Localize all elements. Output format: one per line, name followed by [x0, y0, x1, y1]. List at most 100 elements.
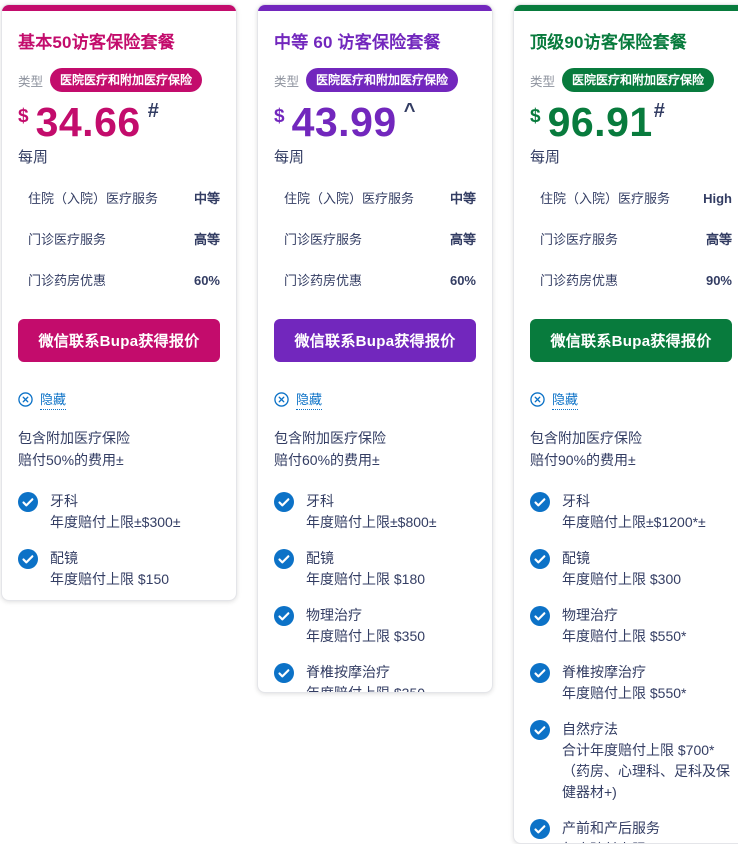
feature-row: 住院（入院）医疗服务 中等 [18, 177, 220, 218]
extras-intro-line1: 包含附加医疗保险 [530, 429, 642, 446]
benefit-detail: 年度赔付上限±$800± [306, 513, 437, 530]
type-label: 类型 [18, 74, 44, 89]
extras-intro-line1: 包含附加医疗保险 [18, 429, 130, 446]
benefit-title: 物理治疗 [562, 606, 618, 623]
wechat-quote-button[interactable]: 微信联系Bupa获得报价 [274, 318, 476, 362]
feature-row: 门诊药房优惠 60% [274, 259, 476, 300]
benefit-detail: 年度赔付上限 $180 [306, 570, 426, 587]
card-body: 中等 60 访客保险套餐 类型 医院医疗和附加医疗保险 $ 43.99 ^ 每周… [258, 11, 492, 693]
check-circle-icon [18, 491, 38, 512]
benefit-title: 自然疗法 [562, 720, 618, 737]
feature-label: 住院（入院）医疗服务 [284, 190, 415, 206]
card-body: 顶级90访客保险套餐 类型 医院医疗和附加医疗保险 $ 96.91 # 每周 住… [514, 11, 738, 843]
price: $ 43.99 ^ [274, 100, 476, 142]
extras-intro-line1: 包含附加医疗保险 [274, 429, 386, 446]
check-circle-icon [274, 662, 294, 683]
extras-intro-line2: 赔付60%的费用± [274, 452, 380, 469]
benefit-item: 脊椎按摩治疗 年度赔付上限 $350 [274, 662, 476, 693]
feature-value: 60% [449, 272, 476, 288]
circle-x-icon [274, 392, 289, 407]
currency-symbol: $ [530, 106, 541, 127]
price-amount: 96.91 [547, 99, 653, 145]
benefit-detail: 年度赔付上限 $350 [306, 684, 426, 693]
hide-details-toggle[interactable]: 隐藏 [18, 389, 67, 410]
benefit-title: 脊椎按摩治疗 [562, 663, 646, 680]
plan-card-mid-60: 中等 60 访客保险套餐 类型 医院医疗和附加医疗保险 $ 43.99 ^ 每周… [257, 4, 493, 693]
benefit-detail: 年度赔付上限±$300± [50, 513, 181, 530]
feature-value: High [703, 190, 732, 206]
feature-value: 60% [193, 272, 220, 288]
plan-type-row: 类型 医院医疗和附加医疗保险 [274, 68, 476, 92]
feature-row: 门诊医疗服务 高等 [18, 218, 220, 259]
check-circle-icon [530, 719, 550, 740]
type-label: 类型 [530, 74, 556, 89]
circle-x-icon [530, 392, 545, 407]
hide-details-toggle[interactable]: 隐藏 [274, 389, 323, 410]
benefit-item: 脊椎按摩治疗 年度赔付上限 $550* [530, 662, 732, 704]
benefit-title: 产前和产后服务 [562, 819, 660, 836]
feature-table: 住院（入院）医疗服务 中等 门诊医疗服务 高等 门诊药房优惠 60% [274, 177, 476, 300]
benefit-title: 配镜 [306, 549, 334, 566]
extras-intro: 包含附加医疗保险 赔付50%的费用± [18, 427, 220, 472]
benefit-item: 配镜 年度赔付上限 $300 [530, 548, 732, 590]
benefit-item: 物理治疗年度赔付上限 $550* [530, 605, 732, 647]
price-period: 每周 [530, 148, 561, 166]
hide-label: 隐藏 [296, 389, 323, 410]
benefit-detail: 年度赔付上限±$1200*± [562, 513, 706, 530]
feature-table: 住院（入院）医疗服务 High 门诊医疗服务 高等 门诊药房优惠 90% [530, 177, 732, 300]
cover-type-badge: 医院医疗和附加医疗保险 [562, 68, 715, 92]
feature-label: 门诊药房优惠 [284, 272, 363, 288]
card-accent-bar [2, 5, 236, 11]
feature-label: 门诊医疗服务 [28, 231, 107, 247]
feature-row: 门诊药房优惠 60% [18, 259, 220, 300]
check-circle-icon [530, 491, 550, 512]
feature-label: 门诊医疗服务 [540, 231, 619, 247]
hide-label: 隐藏 [40, 389, 67, 410]
feature-value: 高等 [705, 231, 732, 247]
plan-card-basic-50: 基本50访客保险套餐 类型 医院医疗和附加医疗保险 $ 34.66 # 每周 住… [1, 4, 237, 601]
cover-type-badge: 医院医疗和附加医疗保险 [306, 68, 459, 92]
benefit-item: 牙科年度赔付上限±$1200*± [530, 491, 732, 533]
circle-x-icon [18, 392, 33, 407]
plan-type-row: 类型 医院医疗和附加医疗保险 [18, 68, 220, 92]
feature-value: 90% [705, 272, 732, 288]
wechat-quote-button[interactable]: 微信联系Bupa获得报价 [18, 318, 220, 362]
price: $ 96.91 # [530, 99, 732, 145]
benefit-detail: 年度赔付上限 $550* [562, 627, 687, 644]
benefit-list: 牙科 年度赔付上限±$800± 配镜 年度赔付上限 $180 物理治疗 年度赔付上限 … [274, 491, 476, 693]
check-circle-icon [530, 605, 550, 626]
check-circle-icon [274, 548, 294, 569]
price-amount: 34.66 [35, 99, 141, 145]
check-circle-icon [274, 605, 294, 626]
feature-value: 高等 [193, 231, 220, 247]
benefit-item: 自然疗法 合计年度赔付上限 $700*（药房、心理科、足科及保健器材+) [530, 719, 732, 803]
plan-title: 顶级90访客保险套餐 [530, 33, 687, 52]
extras-intro: 包含附加医疗保险 赔付60%的费用± [274, 427, 476, 472]
extras-intro-line2: 赔付90%的费用± [530, 452, 636, 469]
feature-value: 中等 [193, 190, 220, 206]
benefit-item: 产前和产后服务年度赔付上限 $400* [530, 818, 732, 843]
extras-intro-line2: 赔付50%的费用± [18, 452, 124, 469]
feature-label: 门诊药房优惠 [28, 272, 107, 288]
benefit-item: 物理治疗 年度赔付上限 $350 [274, 605, 476, 647]
check-circle-icon [530, 548, 550, 569]
wechat-quote-button[interactable]: 微信联系Bupa获得报价 [530, 318, 732, 362]
feature-table: 住院（入院）医疗服务 中等 门诊医疗服务 高等 门诊药房优惠 60% [18, 177, 220, 300]
price-footnote-symbol: # [653, 100, 665, 122]
feature-row: 门诊医疗服务 高等 [274, 218, 476, 259]
benefit-item: 牙科 年度赔付上限±$800± [274, 491, 476, 533]
feature-row: 住院（入院）医疗服务 中等 [274, 177, 476, 218]
cover-type-badge: 医院医疗和附加医疗保险 [50, 68, 203, 92]
price-footnote-symbol: ^ [403, 100, 416, 122]
benefit-title: 牙科 [562, 492, 590, 509]
feature-row: 门诊医疗服务 高等 [530, 218, 732, 259]
card-body: 基本50访客保险套餐 类型 医院医疗和附加医疗保险 $ 34.66 # 每周 住… [2, 11, 236, 600]
benefit-title: 物理治疗 [306, 606, 362, 623]
feature-value: 中等 [449, 190, 476, 206]
hide-details-toggle[interactable]: 隐藏 [530, 389, 579, 410]
price-period: 每周 [274, 148, 305, 166]
plan-title: 中等 60 访客保险套餐 [274, 33, 441, 52]
plan-type-row: 类型 医院医疗和附加医疗保险 [530, 68, 732, 92]
